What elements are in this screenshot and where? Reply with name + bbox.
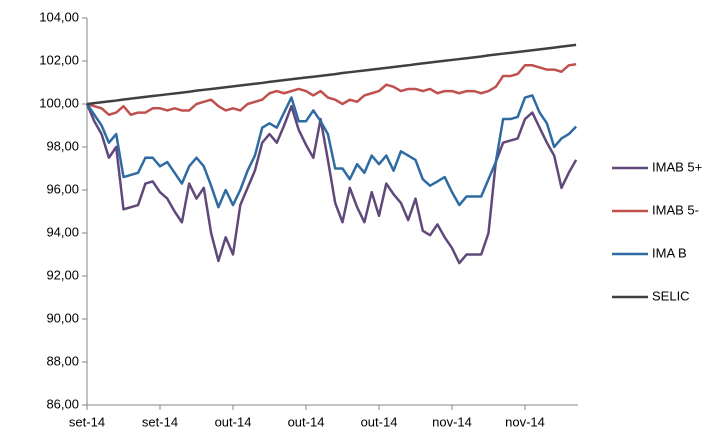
legend-label: IMAB 5-: [652, 202, 699, 217]
y-tick-label: 92,00: [46, 267, 79, 282]
y-tick-label: 98,00: [46, 138, 79, 153]
series-line: [85, 103, 578, 265]
x-tick-label: set-14: [142, 414, 178, 429]
x-tick-label: out-14: [288, 414, 325, 429]
y-tick-label: 94,00: [46, 224, 79, 239]
y-tick-label: 90,00: [46, 310, 79, 325]
x-tick-label: set-14: [69, 414, 105, 429]
y-tick-label: 86,00: [46, 396, 79, 411]
legend-label: SELIC: [652, 288, 690, 303]
y-tick-label: 100,00: [39, 95, 79, 110]
legend-label: IMAB 5+: [652, 159, 702, 174]
y-tick-label: 88,00: [46, 353, 79, 368]
x-tick-label: nov-14: [432, 414, 472, 429]
series-line: [85, 94, 577, 209]
y-tick-label: 104,00: [39, 9, 79, 24]
series-line: [86, 43, 577, 106]
y-tick-label: 102,00: [39, 52, 79, 67]
x-tick-label: out-14: [215, 414, 252, 429]
series-line: [86, 62, 577, 116]
x-tick-label: out-14: [361, 414, 398, 429]
x-tick-label: nov-14: [505, 414, 545, 429]
legend-label: IMA B: [652, 245, 687, 260]
y-tick-label: 96,00: [46, 181, 79, 196]
